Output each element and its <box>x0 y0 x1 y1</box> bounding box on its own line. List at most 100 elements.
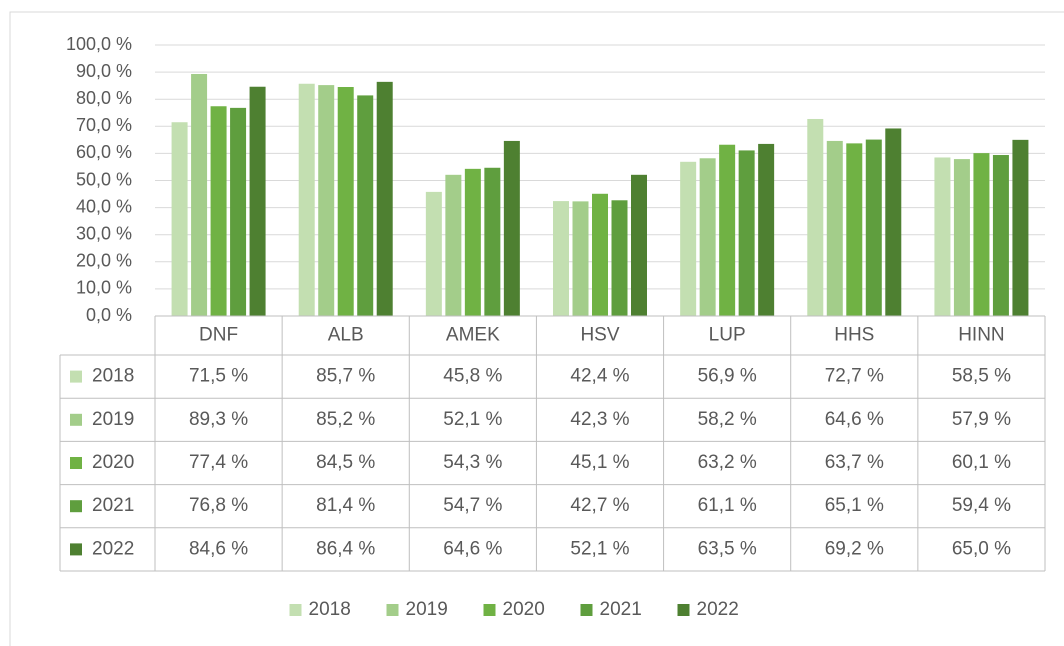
bar <box>934 157 951 316</box>
table-key <box>70 370 82 383</box>
table-cell: 61,1 % <box>698 495 757 516</box>
table-cell: 54,7 % <box>443 495 502 516</box>
x-tick-label: LUP <box>709 325 746 346</box>
table-cell: 58,5 % <box>952 366 1011 387</box>
table-cell: 63,7 % <box>825 452 884 473</box>
table-key <box>70 500 82 513</box>
table-cell: 65,1 % <box>825 495 884 516</box>
y-tick-label: 70,0 % <box>76 115 132 135</box>
legend-label: 2020 <box>503 599 545 620</box>
y-tick-label: 40,0 % <box>76 196 132 216</box>
bar <box>210 106 227 316</box>
bar <box>230 107 247 316</box>
table-cell: 84,6 % <box>189 538 248 559</box>
table-cell: 45,8 % <box>443 366 502 387</box>
table-key <box>70 413 82 426</box>
table-cell: 57,9 % <box>952 409 1011 430</box>
table-row-label: 2021 <box>92 495 134 516</box>
chart-frame <box>9 11 1064 646</box>
table-cell: 52,1 % <box>443 409 502 430</box>
table-cell: 54,3 % <box>443 452 502 473</box>
table-cell: 42,7 % <box>570 495 629 516</box>
y-tick-label: 80,0 % <box>76 88 132 108</box>
y-tick-label: 30,0 % <box>76 223 132 243</box>
table-cell: 72,7 % <box>825 366 884 387</box>
table-cell: 64,6 % <box>443 538 502 559</box>
bar <box>171 122 188 316</box>
legend-key <box>580 604 593 616</box>
bar <box>337 87 354 316</box>
legend-label: 2021 <box>600 599 642 620</box>
bar <box>553 201 569 316</box>
bar <box>992 155 1009 316</box>
table-cell: 71,5 % <box>189 366 248 387</box>
bar <box>572 201 589 316</box>
table-cell: 60,1 % <box>952 452 1011 473</box>
table-cell: 69,2 % <box>825 538 884 559</box>
bar <box>826 140 843 316</box>
table-cell: 77,4 % <box>189 452 248 473</box>
bar <box>249 86 266 316</box>
table-cell: 42,4 % <box>570 366 629 387</box>
bar <box>445 174 462 316</box>
bar <box>846 143 863 316</box>
table-cell: 52,1 % <box>570 538 629 559</box>
bar <box>611 200 628 316</box>
table-cell: 76,8 % <box>189 495 248 516</box>
y-tick-label: 90,0 % <box>76 61 132 81</box>
legend-key <box>386 604 399 616</box>
y-tick-label: 0,0 % <box>86 305 132 325</box>
table-row-label: 2020 <box>92 452 134 473</box>
table-cell: 85,2 % <box>316 409 375 430</box>
bar <box>484 167 501 316</box>
bar <box>376 81 393 316</box>
bar <box>464 168 481 316</box>
table-cell: 65,0 % <box>952 538 1011 559</box>
y-tick-label: 100,0 % <box>66 34 132 54</box>
y-tick-label: 10,0 % <box>76 278 132 298</box>
x-tick-label: HHS <box>834 325 874 346</box>
x-tick-label: HINN <box>958 325 1004 346</box>
bar <box>592 193 608 316</box>
table-cell: 58,2 % <box>698 409 757 430</box>
bar <box>425 191 442 316</box>
bar <box>631 174 647 316</box>
bar <box>719 144 736 316</box>
bar <box>738 150 755 316</box>
table-cell: 56,9 % <box>698 366 757 387</box>
x-tick-label: DNF <box>199 325 238 346</box>
table-key <box>70 457 82 469</box>
table-cell: 89,3 % <box>189 409 248 430</box>
table-cell: 63,2 % <box>698 452 757 473</box>
table-cell: 45,1 % <box>570 452 629 473</box>
bar <box>885 128 902 316</box>
bar <box>758 143 775 316</box>
table-cell: 81,4 % <box>316 495 375 516</box>
table-cell: 42,3 % <box>570 409 629 430</box>
table-cell: 85,7 % <box>316 366 375 387</box>
legend-label: 2018 <box>309 599 351 620</box>
legend-key <box>483 604 496 616</box>
legend-label: 2019 <box>406 599 448 620</box>
bar <box>318 85 335 316</box>
x-tick-label: HSV <box>580 325 619 346</box>
bar <box>973 153 990 316</box>
bar <box>503 140 520 316</box>
y-tick-label: 50,0 % <box>76 169 132 189</box>
bar <box>1012 139 1029 316</box>
table-key <box>70 543 82 556</box>
table-cell: 59,4 % <box>952 495 1011 516</box>
bar <box>699 158 716 316</box>
bar <box>298 83 315 317</box>
bar <box>807 118 824 316</box>
table-cell: 86,4 % <box>316 538 375 559</box>
legend-key <box>677 604 690 616</box>
y-tick-label: 60,0 % <box>76 142 132 162</box>
table-cell: 64,6 % <box>825 409 884 430</box>
bar <box>191 73 208 316</box>
legend-label: 2022 <box>697 599 739 620</box>
bar <box>865 139 882 316</box>
bar <box>953 159 970 316</box>
y-tick-label: 20,0 % <box>76 251 132 271</box>
table-cell: 63,5 % <box>698 538 757 559</box>
